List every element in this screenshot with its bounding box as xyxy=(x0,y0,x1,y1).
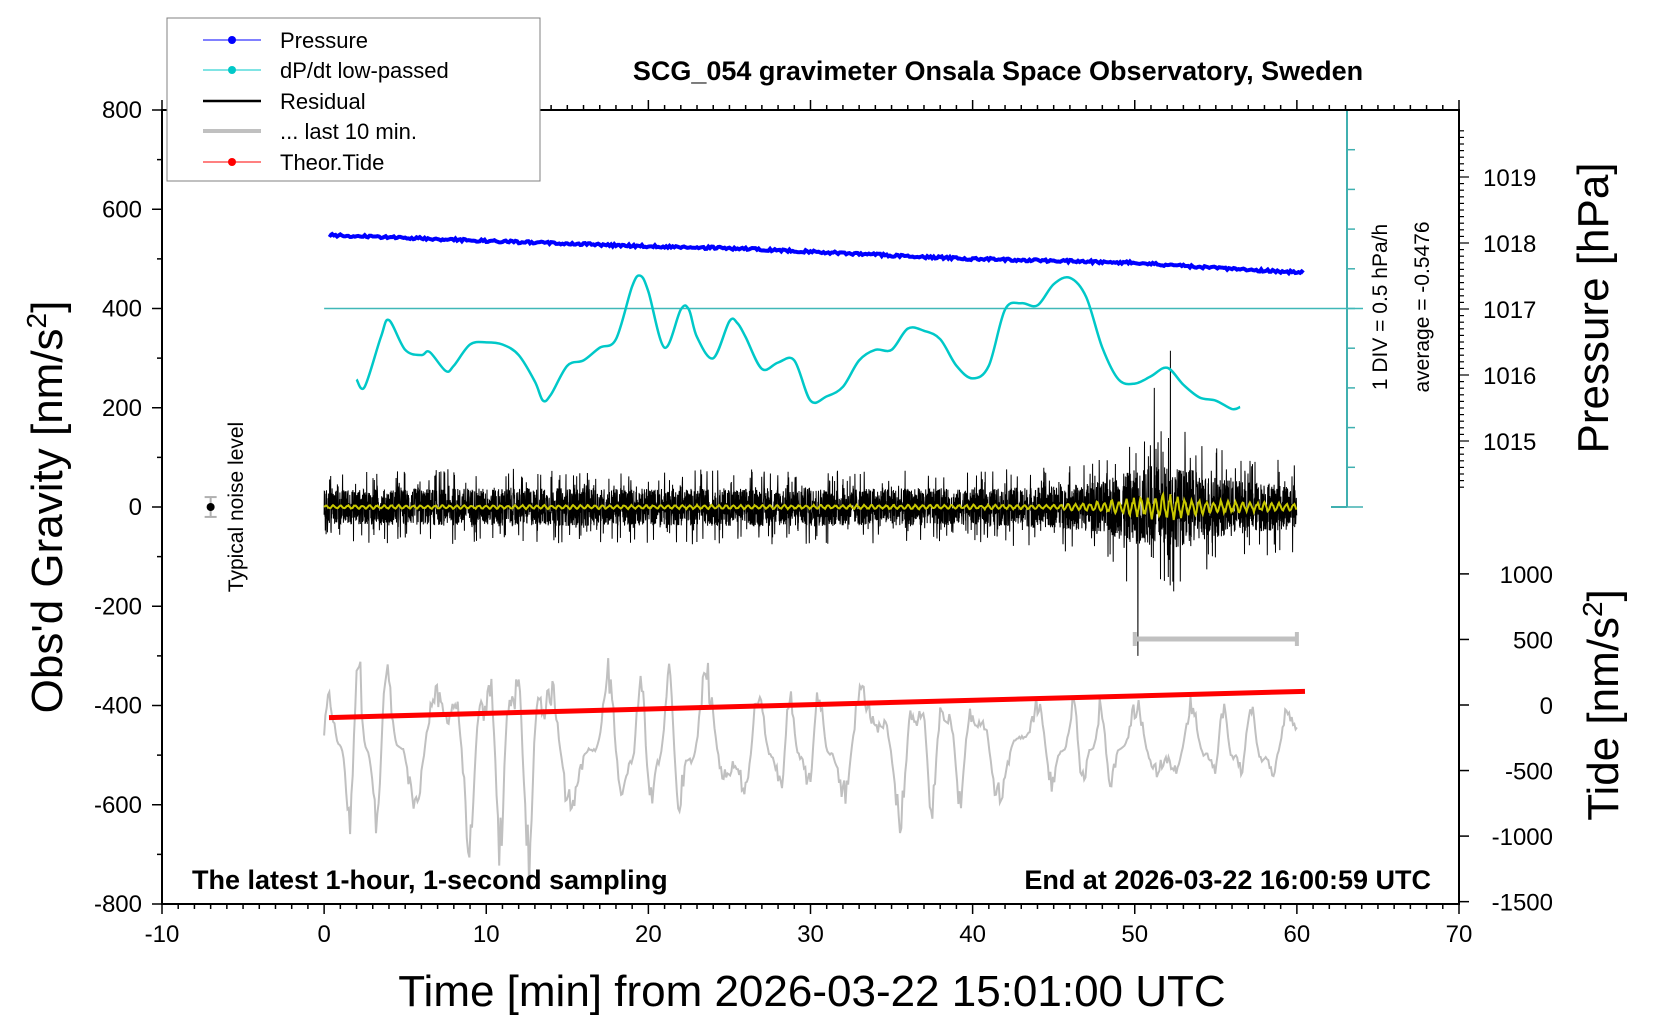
x-axis-label: Time [min] from 2026-03-22 15:01:00 UTC xyxy=(398,967,1225,1016)
pressure-tick-label: 1018 xyxy=(1483,231,1536,258)
tide-axis-label: Tide [nm/s2] xyxy=(1577,589,1628,821)
dpdt-average-label: average = -0.5476 xyxy=(1411,221,1434,392)
axes: -10 0 10 20 30 40 50 60 70 800 600 400 200 0 -200 -400 -… xyxy=(94,97,1553,948)
legend-label: Pressure xyxy=(280,28,368,53)
y-tick-label: 800 xyxy=(102,97,142,124)
y-tick-label: -800 xyxy=(94,891,142,918)
y-tick-label: 600 xyxy=(102,196,142,223)
tide-series xyxy=(328,688,1306,721)
legend-item: Pressure xyxy=(203,28,368,53)
y-axis-label-end: ] xyxy=(23,301,72,313)
x-tick-label: 70 xyxy=(1446,921,1473,948)
y-tick-label: -200 xyxy=(94,593,142,620)
tide-axis-label-sup: 2 xyxy=(1577,601,1608,617)
x-tick-label: 40 xyxy=(959,921,986,948)
noise-level-label: Typical noise level xyxy=(225,422,248,592)
legend-item: ... last 10 min. xyxy=(203,119,417,144)
legend-swatch-dot xyxy=(228,36,236,44)
x-tick-label: 20 xyxy=(635,921,662,948)
tide-tick-label: -1000 xyxy=(1492,824,1553,851)
legend: Pressure dP/dt low-passed Residual ... last… xyxy=(166,17,541,182)
tide-tick-label: 0 xyxy=(1540,693,1553,720)
legend-swatch-dot xyxy=(228,66,236,74)
legend-label: dP/dt low-passed xyxy=(280,58,449,83)
tide-axis-label-end: ] xyxy=(1579,589,1628,601)
last-10-min-series xyxy=(323,658,1298,887)
residual-series xyxy=(323,350,1298,656)
y-tick-label: 400 xyxy=(102,296,142,323)
tide-tick-label: -1500 xyxy=(1492,890,1553,917)
legend-swatch-dot xyxy=(228,158,236,166)
annotation-bottom-left: The latest 1-hour, 1-second sampling xyxy=(192,865,668,895)
x-tick-label: 60 xyxy=(1284,921,1311,948)
x-tick-label: -10 xyxy=(145,921,180,948)
y-tick-label: -600 xyxy=(94,792,142,819)
y-tick-label: 0 xyxy=(129,494,142,521)
tide-tick-label: -500 xyxy=(1505,759,1553,786)
legend-label: Theor.Tide xyxy=(280,150,384,175)
legend-label: Residual xyxy=(280,89,366,114)
y-tick-label: -400 xyxy=(94,693,142,720)
pressure-series xyxy=(327,231,1305,277)
dpdt-scale-label: 1 DIV = 0.5 hPa/h xyxy=(1369,224,1392,390)
noise-level-point xyxy=(206,503,215,511)
x-tick-label: 50 xyxy=(1121,921,1148,948)
legend-item: Residual xyxy=(203,89,366,114)
tide-tick-label: 500 xyxy=(1513,627,1553,654)
chart-title: SCG_054 gravimeter Onsala Space Observat… xyxy=(633,56,1363,86)
legend-item: Theor.Tide xyxy=(203,150,384,175)
legend-label: ... last 10 min. xyxy=(280,119,417,144)
x-tick-label: 30 xyxy=(797,921,824,948)
tide-tick-label: 1000 xyxy=(1500,562,1553,589)
pressure-tick-label: 1015 xyxy=(1483,429,1536,456)
dpdt-series xyxy=(355,274,1241,411)
x-tick-label: 0 xyxy=(317,921,330,948)
x-tick-label: 10 xyxy=(473,921,500,948)
pressure-tick-label: 1016 xyxy=(1483,363,1536,390)
y-axis-label: Obs'd Gravity [nm/s2] xyxy=(21,301,72,714)
tide-axis-label-main: Tide [nm/s xyxy=(1579,617,1628,821)
y-axis-label-sup: 2 xyxy=(21,313,52,329)
y-tick-label: 200 xyxy=(102,395,142,422)
legend-box xyxy=(166,17,541,182)
legend-item: dP/dt low-passed xyxy=(203,58,449,83)
annotation-bottom-right: End at 2026-03-22 16:00:59 UTC xyxy=(1024,865,1431,895)
pressure-tick-label: 1017 xyxy=(1483,297,1536,324)
pressure-axis-label: Pressure [hPa] xyxy=(1569,162,1618,453)
y-axis-label-main: Obs'd Gravity [nm/s xyxy=(23,328,72,713)
pressure-tick-label: 1019 xyxy=(1483,165,1536,192)
residual-filtered-series xyxy=(323,490,1298,521)
plot-area xyxy=(204,109,1363,887)
